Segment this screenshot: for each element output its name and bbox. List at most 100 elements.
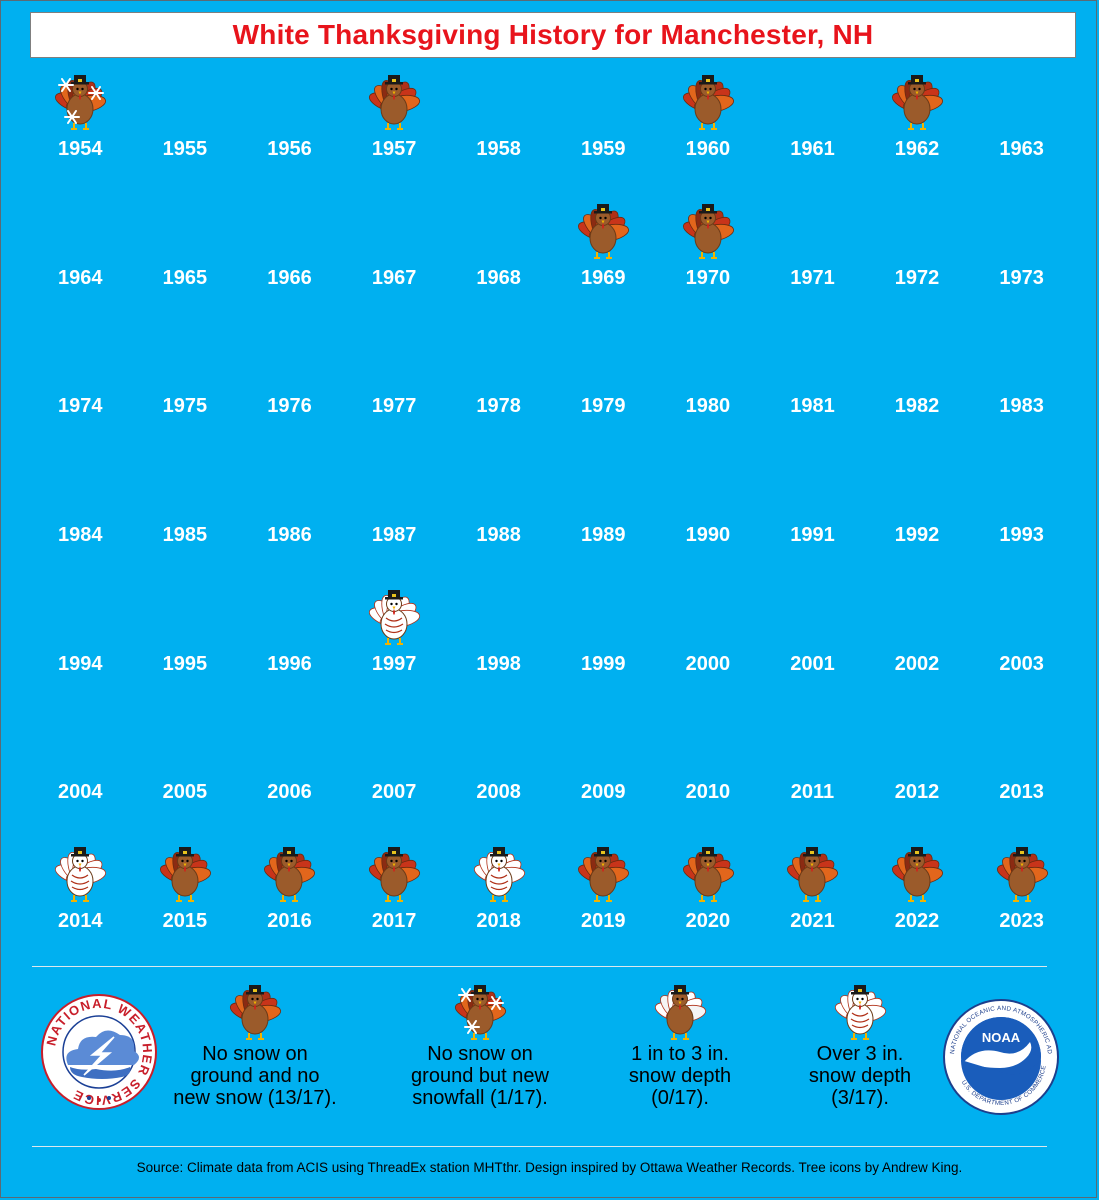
year-label: 2004 xyxy=(58,781,103,804)
year-label: 1968 xyxy=(476,266,521,289)
year-cell: 2023 xyxy=(969,842,1074,971)
turkey-white-icon xyxy=(52,841,108,910)
year-cell: 1964 xyxy=(28,199,133,328)
year-cell: 1982 xyxy=(865,327,970,456)
icon-slot xyxy=(678,456,738,524)
year-label: 1991 xyxy=(790,524,835,547)
icon-slot xyxy=(364,199,424,267)
year-label: 1962 xyxy=(894,138,940,160)
icon-slot xyxy=(992,70,1052,138)
legend-text-line1: Over 3 in. xyxy=(816,1043,904,1065)
turkey-brown-icon xyxy=(889,841,945,910)
icon-slot xyxy=(259,70,319,138)
icon-slot xyxy=(678,199,738,267)
year-cell: 1961 xyxy=(760,70,865,199)
year-cell: 1997 xyxy=(342,585,447,714)
icon-slot xyxy=(887,199,947,267)
year-label: 1994 xyxy=(58,652,103,675)
year-cell: 1955 xyxy=(133,70,238,199)
year-label: 1980 xyxy=(685,395,731,418)
year-label: 1996 xyxy=(267,652,312,675)
icon-slot xyxy=(573,585,633,653)
year-label: 2016 xyxy=(267,910,312,933)
icon-slot xyxy=(782,713,842,781)
year-cell: 2016 xyxy=(237,842,342,971)
year-cell: 1998 xyxy=(446,585,551,714)
icon-slot xyxy=(782,842,842,910)
icon-slot xyxy=(992,585,1052,653)
year-cell: 1989 xyxy=(551,456,656,585)
year-label: 2005 xyxy=(162,781,208,804)
legend-text-line2: ground and no xyxy=(190,1065,320,1087)
year-label: 1998 xyxy=(476,652,521,675)
year-label: 1995 xyxy=(162,652,208,675)
year-cell: 2020 xyxy=(656,842,761,971)
divider-top xyxy=(32,966,1047,967)
year-cell: 2018 xyxy=(446,842,551,971)
year-label: 2010 xyxy=(685,781,731,804)
legend-text-line3: new snow (13/17). xyxy=(173,1087,337,1109)
year-cell: 1988 xyxy=(446,456,551,585)
year-label: 2021 xyxy=(790,910,835,933)
icon-slot xyxy=(155,70,215,138)
year-label: 1969 xyxy=(581,266,626,289)
year-cell: 1974 xyxy=(28,327,133,456)
year-cell: 1999 xyxy=(551,585,656,714)
year-label: 1983 xyxy=(999,395,1044,418)
icon-slot xyxy=(782,70,842,138)
year-label: 2001 xyxy=(790,652,835,675)
year-cell: 2008 xyxy=(446,713,551,842)
year-cell: 2003 xyxy=(969,585,1074,714)
year-cell: 2010 xyxy=(656,713,761,842)
year-cell: 1968 xyxy=(446,199,551,328)
year-label: 1960 xyxy=(685,138,731,160)
year-label: 1989 xyxy=(581,524,626,547)
turkey-light-icon xyxy=(580,975,780,1043)
year-label: 1999 xyxy=(581,652,626,675)
turkey-brown-icon xyxy=(261,841,317,910)
year-cell: 2022 xyxy=(865,842,970,971)
legend-text-line1: No snow on xyxy=(427,1043,533,1065)
year-cell: 2001 xyxy=(760,585,865,714)
year-cell: 1959 xyxy=(551,70,656,199)
year-label: 2011 xyxy=(790,781,835,804)
icon-slot xyxy=(259,199,319,267)
year-label: 2023 xyxy=(999,910,1044,933)
year-label: 1965 xyxy=(162,266,208,289)
year-label: 1987 xyxy=(371,524,417,547)
legend-item: Over 3 in. snow depth (3/17). xyxy=(760,975,960,1109)
icon-slot xyxy=(887,70,947,138)
year-label: 2013 xyxy=(999,781,1044,804)
year-label: 1958 xyxy=(476,138,521,160)
icon-slot xyxy=(469,585,529,653)
icon-slot xyxy=(155,585,215,653)
icon-slot xyxy=(992,199,1052,267)
year-label: 2018 xyxy=(476,910,521,933)
icon-slot xyxy=(992,713,1052,781)
year-label: 1959 xyxy=(581,138,626,160)
year-cell: 1995 xyxy=(133,585,238,714)
year-label: 1993 xyxy=(999,524,1044,547)
year-cell: 1994 xyxy=(28,585,133,714)
icon-slot xyxy=(782,585,842,653)
year-cell: 1993 xyxy=(969,456,1074,585)
legend-item: No snow on ground but new snowfall (1/17). xyxy=(380,975,580,1109)
year-label: 1966 xyxy=(267,266,312,289)
icon-slot xyxy=(678,327,738,395)
icon-slot xyxy=(782,199,842,267)
year-label: 1955 xyxy=(162,138,208,160)
year-label: 1978 xyxy=(476,395,521,418)
year-label: 2022 xyxy=(894,910,940,933)
nws-logo: NATIONAL WEATHER SERVICE xyxy=(40,993,158,1111)
year-cell: 2000 xyxy=(656,585,761,714)
icon-slot xyxy=(887,713,947,781)
year-label: 1997 xyxy=(371,652,417,675)
year-label: 1972 xyxy=(894,266,940,289)
icon-slot xyxy=(50,70,110,138)
legend-text-line2: snow depth xyxy=(808,1065,912,1087)
legend-text-line3: (0/17). xyxy=(651,1087,709,1109)
icon-slot xyxy=(678,70,738,138)
icon-slot xyxy=(364,842,424,910)
year-label: 2000 xyxy=(685,652,731,675)
